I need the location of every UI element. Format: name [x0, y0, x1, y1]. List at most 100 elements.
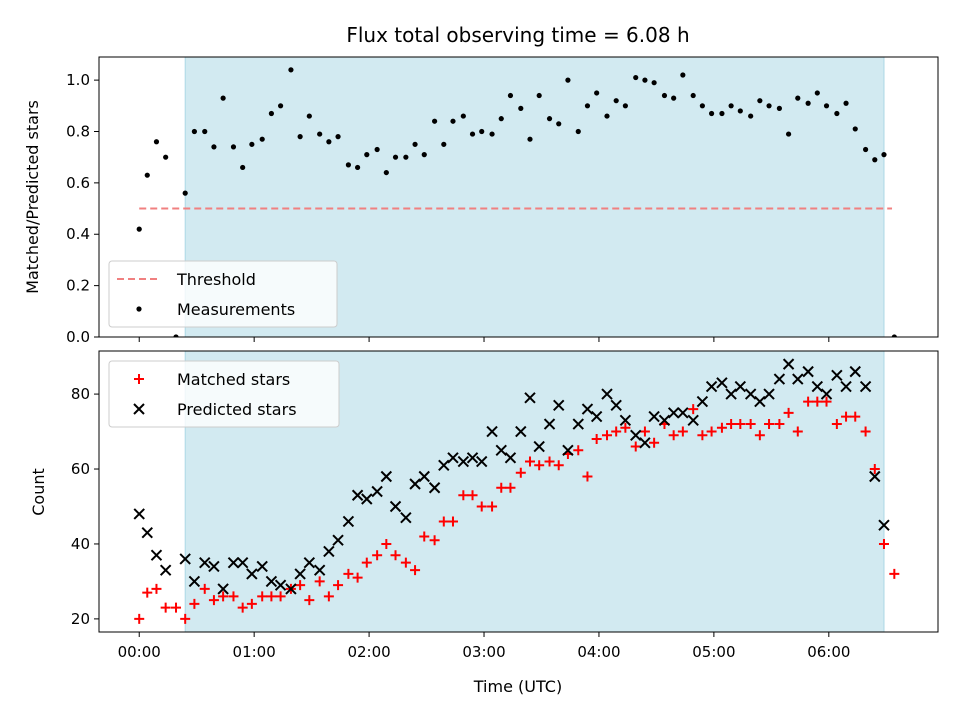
matched-star-point — [257, 591, 268, 602]
predicted-star-point — [495, 444, 507, 456]
measurement-point — [843, 100, 849, 106]
measurement-point — [728, 103, 734, 109]
matched-star-point — [639, 426, 650, 437]
measurement-point — [489, 131, 495, 137]
y-tick-label: 0.6 — [66, 174, 90, 192]
predicted-star-point — [141, 527, 153, 539]
measurement-point — [412, 141, 418, 147]
matched-star-point — [878, 538, 889, 549]
predicted-star-point — [199, 556, 211, 569]
measurement-point — [823, 103, 830, 109]
measurement-point — [690, 92, 696, 99]
measurement-point — [173, 334, 179, 337]
measurement-point — [240, 164, 246, 171]
measurement-point — [536, 92, 542, 99]
y-tick-label: 60 — [71, 460, 90, 478]
matched-star-point — [668, 430, 679, 441]
measurement-point — [220, 95, 226, 101]
matched-star-point — [869, 464, 880, 475]
measurement-point — [441, 141, 447, 147]
measurement-point — [776, 105, 782, 111]
predicted-star-point — [562, 444, 574, 456]
measurement-point — [661, 92, 668, 99]
predicted-star-point — [323, 545, 335, 558]
matched-star-point — [630, 441, 641, 452]
y-tick-label: 20 — [71, 610, 90, 628]
matched-star-point — [553, 460, 564, 471]
measurement-point — [518, 105, 524, 111]
legend-label: Matched stars — [177, 370, 290, 389]
predicted-star-point — [792, 373, 804, 385]
predicted-star-point — [553, 399, 565, 412]
matched-star-point — [850, 411, 861, 422]
measurement-point — [546, 116, 553, 122]
predicted-star-point — [256, 560, 268, 573]
predicted-star-point — [619, 414, 632, 427]
predicted-star-point — [648, 410, 660, 423]
matched-star-point — [275, 591, 286, 602]
predicted-star-point — [744, 388, 757, 400]
measurement-point — [432, 118, 438, 124]
predicted-star-point — [572, 418, 584, 430]
predicted-star-point — [351, 489, 364, 501]
predicted-star-point — [342, 515, 355, 528]
matched-star-point — [151, 583, 162, 594]
predicted-star-point — [658, 414, 671, 427]
matched-star-point — [314, 576, 325, 587]
predicted-star-point — [725, 388, 737, 400]
predicted-star-point — [782, 358, 795, 370]
matched-star-point — [688, 404, 699, 415]
measurement-point — [191, 128, 197, 135]
predicted-star-point — [179, 553, 191, 565]
predicted-star-point — [294, 568, 306, 580]
measurement-point — [881, 152, 887, 158]
predicted-star-point — [859, 380, 872, 393]
matched-star-point — [237, 602, 248, 613]
chart-title: Flux total observing time = 6.08 h — [346, 23, 689, 47]
predicted-star-point — [515, 425, 527, 438]
x-tick-label: 03:00 — [462, 643, 505, 661]
matched-star-point — [361, 557, 372, 568]
measurement-point — [584, 103, 591, 109]
predicted-star-point — [447, 452, 459, 464]
measurement-point — [671, 95, 677, 101]
predicted-star-point — [773, 373, 786, 385]
predicted-star-point — [418, 470, 430, 483]
measurement-point — [144, 172, 150, 178]
matched-star-point — [716, 422, 727, 433]
matched-star-point — [333, 580, 344, 591]
measurement-point — [421, 152, 427, 158]
predicted-star-point — [303, 556, 316, 569]
matched-star-point — [381, 538, 392, 549]
predicted-star-point — [361, 493, 373, 505]
predicted-star-point — [208, 560, 220, 573]
predicted-star-point — [831, 369, 843, 382]
measurement-point — [182, 190, 188, 196]
measurement-point — [498, 116, 504, 122]
predicted-star-point — [811, 380, 824, 393]
measurement-point — [680, 72, 686, 78]
predicted-star-point — [630, 429, 642, 442]
matched-star-point — [496, 482, 507, 493]
matched-star-point — [142, 587, 153, 598]
measurement-point — [136, 226, 142, 232]
predicted-star-point — [610, 399, 622, 412]
measurement-point — [556, 121, 562, 127]
matched-star-point — [783, 407, 794, 418]
predicted-star-point — [524, 392, 536, 404]
matched-star-point — [372, 550, 383, 561]
legend-label: Measurements — [177, 300, 295, 319]
measurement-point — [708, 110, 715, 117]
measurement-point — [785, 131, 792, 137]
predicted-star-point — [246, 568, 258, 580]
matched-star-point — [419, 531, 430, 542]
measurement-point — [374, 146, 380, 153]
matched-star-point — [601, 430, 612, 441]
measurement-point — [507, 92, 514, 99]
predicted-star-point — [543, 418, 556, 430]
predicted-star-point — [285, 583, 297, 595]
measurement-point — [622, 103, 628, 109]
matched-star-point — [467, 490, 478, 501]
y-tick-label: 80 — [71, 385, 90, 403]
